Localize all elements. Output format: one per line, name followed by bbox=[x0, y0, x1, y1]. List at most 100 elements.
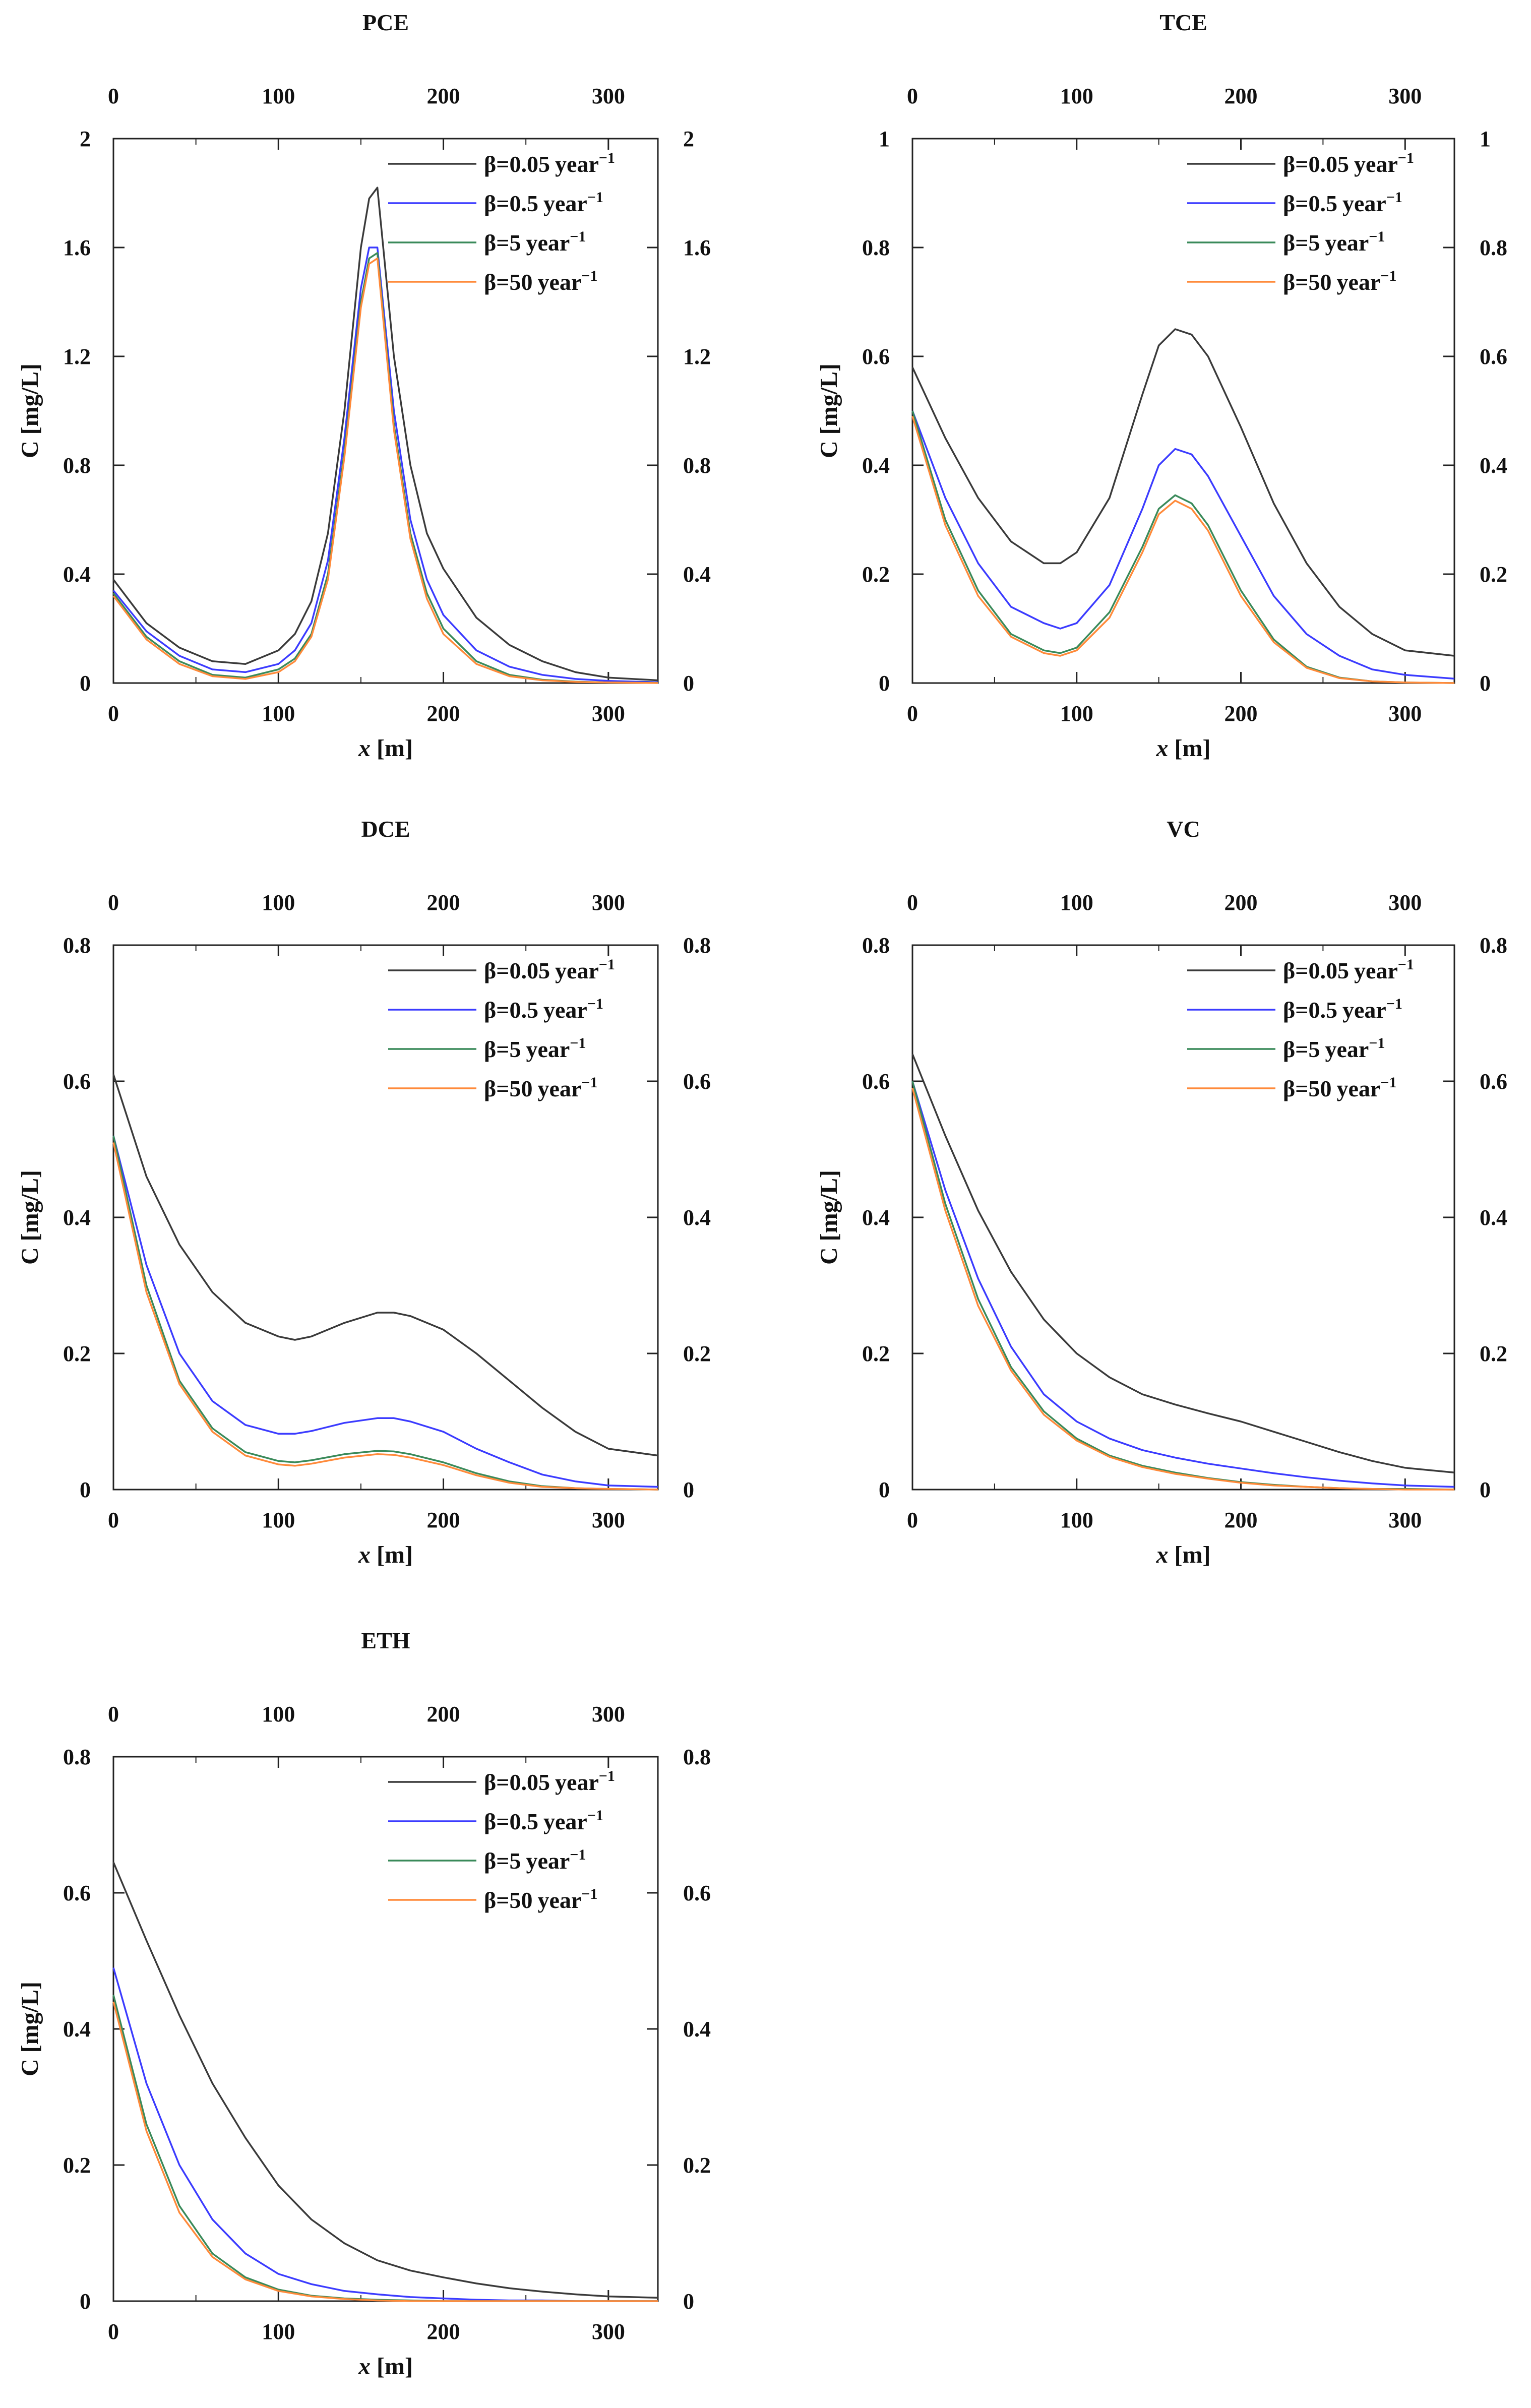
y-tick-label-right: 1.2 bbox=[683, 344, 711, 369]
y-tick-label-right: 0.6 bbox=[1480, 344, 1507, 369]
legend-unit: year bbox=[537, 1076, 581, 1101]
y-tick-label-left: 1.2 bbox=[63, 344, 91, 369]
x-axis-variable: x bbox=[1156, 1541, 1169, 1568]
x-axis-unit: [m] bbox=[1175, 1541, 1211, 1568]
series-line-1 bbox=[112, 246, 658, 684]
y-tick-label-left: 0.6 bbox=[63, 1881, 91, 1905]
series-line-1 bbox=[112, 1135, 658, 1488]
x-tick-label-top: 0 bbox=[108, 1702, 119, 1726]
x-tick-label-bottom: 0 bbox=[108, 701, 119, 726]
y-tick-label-right: 1 bbox=[1480, 127, 1491, 151]
legend-name: β=5 bbox=[1283, 1036, 1320, 1062]
x-tick-label-bottom: 300 bbox=[592, 701, 625, 726]
x-tick-label-top: 0 bbox=[108, 84, 119, 108]
legend-entry: β=0.05 year−1 bbox=[484, 1768, 615, 1795]
x-tick-label-top: 300 bbox=[592, 890, 625, 915]
legend-unit: year bbox=[1354, 151, 1398, 177]
y-tick-label-right: 0 bbox=[683, 1477, 694, 1502]
y-tick-label-right: 0.6 bbox=[1480, 1069, 1507, 1094]
y-tick-label-right: 0.2 bbox=[1480, 562, 1507, 587]
x-tick-label-top: 200 bbox=[427, 890, 460, 915]
x-axis-label: x [m] bbox=[1156, 735, 1211, 762]
legend-unit: year bbox=[543, 997, 587, 1023]
y-tick-label-left: 0.8 bbox=[63, 933, 91, 958]
legend-exponent: −1 bbox=[587, 996, 603, 1012]
legend-unit: year bbox=[555, 151, 599, 177]
legend-name: β=5 bbox=[484, 1036, 521, 1062]
legend-unit: year bbox=[1336, 1076, 1380, 1101]
legend-name: β=5 bbox=[1283, 230, 1320, 256]
series-line-0 bbox=[112, 187, 658, 682]
y-tick-label-left: 0 bbox=[879, 671, 890, 696]
legend-exponent: −1 bbox=[1386, 189, 1402, 206]
legend-entry: β=0.5 year−1 bbox=[1283, 996, 1402, 1023]
legend-name: β=0.5 bbox=[1283, 191, 1337, 216]
panel-title: VC bbox=[1167, 816, 1200, 842]
legend-name: β=50 bbox=[484, 1887, 532, 1913]
y-tick-label-left: 0.4 bbox=[862, 1205, 890, 1230]
legend-name: β=0.5 bbox=[484, 997, 538, 1023]
x-tick-label-top: 0 bbox=[907, 84, 918, 108]
y-tick-label-right: 0.8 bbox=[683, 1745, 711, 1769]
legend-unit: year bbox=[1354, 958, 1398, 983]
y-tick-label-left: 0 bbox=[879, 1477, 890, 1502]
legend-exponent: −1 bbox=[1386, 996, 1402, 1012]
series-line-2 bbox=[911, 1081, 1455, 1491]
series-line-1 bbox=[911, 410, 1455, 680]
y-tick-label-left: 0.6 bbox=[63, 1069, 91, 1094]
y-tick-label-right: 0.8 bbox=[1480, 235, 1507, 260]
legend-exponent: −1 bbox=[581, 1886, 597, 1902]
legend-entry: β=5 year−1 bbox=[484, 228, 586, 256]
legend-exponent: −1 bbox=[581, 268, 597, 284]
x-axis-unit: [m] bbox=[1175, 735, 1211, 762]
y-tick-label-right: 0.4 bbox=[1480, 453, 1507, 478]
y-tick-label-right: 0.2 bbox=[683, 2153, 711, 2178]
series-line-3 bbox=[112, 2001, 658, 2302]
y-axis-label: C [mg/L] bbox=[17, 363, 43, 458]
y-tick-label-right: 0 bbox=[1480, 1477, 1491, 1502]
legend-unit: year bbox=[1342, 997, 1386, 1023]
x-tick-label-bottom: 100 bbox=[262, 2319, 295, 2344]
legend-exponent: −1 bbox=[587, 1807, 603, 1824]
y-axis-label: C [mg/L] bbox=[17, 1982, 43, 2076]
legend-name: β=5 bbox=[484, 1848, 521, 1874]
legend-name: β=50 bbox=[484, 269, 532, 295]
x-axis-variable: x bbox=[1156, 735, 1169, 762]
legend-entry: β=50 year−1 bbox=[484, 1074, 597, 1101]
legend-exponent: −1 bbox=[1380, 268, 1396, 284]
legend-name: β=0.05 bbox=[484, 958, 550, 983]
series-line-1 bbox=[112, 1967, 658, 2302]
x-tick-label-bottom: 0 bbox=[108, 2319, 119, 2344]
legend-entry: β=0.05 year−1 bbox=[1283, 150, 1414, 177]
x-tick-label-bottom: 300 bbox=[592, 2319, 625, 2344]
y-tick-label-right: 0.8 bbox=[683, 933, 711, 958]
plot-frame bbox=[911, 138, 1455, 684]
legend-name: β=0.05 bbox=[1283, 151, 1349, 177]
y-tick-label-left: 0.8 bbox=[862, 933, 890, 958]
y-axis-label: C [mg/L] bbox=[816, 363, 842, 458]
y-tick-label-right: 2 bbox=[683, 127, 694, 151]
x-tick-label-top: 100 bbox=[262, 890, 295, 915]
x-tick-label-bottom: 200 bbox=[427, 701, 460, 726]
x-tick-label-top: 0 bbox=[108, 890, 119, 915]
x-axis-unit: [m] bbox=[377, 2353, 413, 2380]
legend-unit: year bbox=[537, 269, 581, 295]
y-tick-label-left: 0.8 bbox=[63, 1745, 91, 1769]
y-tick-label-right: 0.4 bbox=[683, 1205, 711, 1230]
y-tick-label-right: 0.4 bbox=[683, 562, 711, 587]
legend-exponent: −1 bbox=[599, 150, 615, 166]
legend-entry: β=50 year−1 bbox=[484, 268, 597, 295]
x-tick-label-bottom: 200 bbox=[427, 2319, 460, 2344]
y-tick-label-left: 0.2 bbox=[63, 1341, 91, 1366]
plot-frame bbox=[911, 944, 1455, 1491]
series-line-3 bbox=[911, 416, 1455, 684]
y-tick-label-right: 0.8 bbox=[1480, 933, 1507, 958]
series-line-0 bbox=[911, 1054, 1455, 1474]
x-tick-label-bottom: 0 bbox=[907, 1508, 918, 1532]
legend-entry: β=5 year−1 bbox=[484, 1846, 586, 1874]
x-axis-label: x [m] bbox=[358, 2353, 413, 2380]
legend-exponent: −1 bbox=[587, 189, 603, 206]
legend-unit: year bbox=[555, 1769, 599, 1795]
